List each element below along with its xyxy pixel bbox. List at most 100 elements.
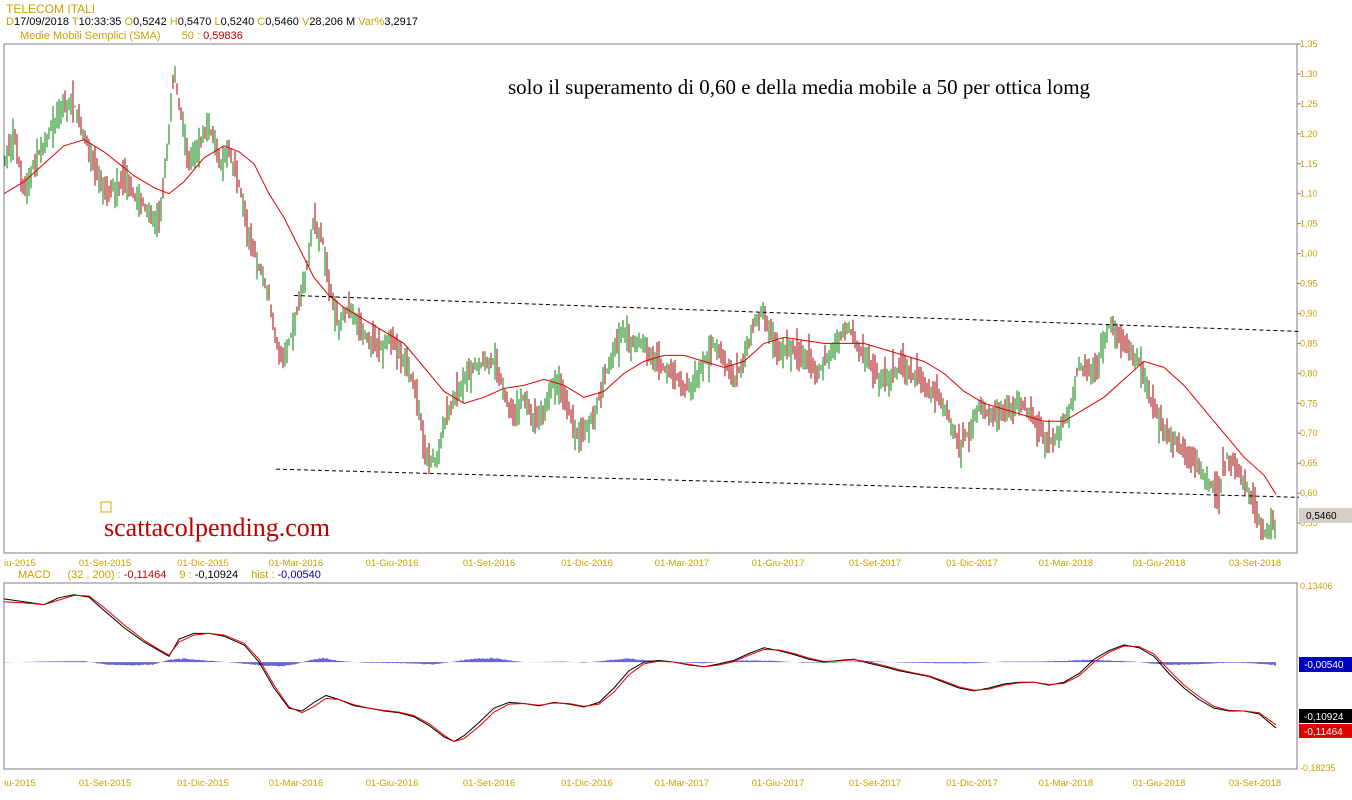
price-x-tick-label: 01-Mar-2016: [269, 558, 323, 569]
price-y-tick-label: 0,65: [1300, 458, 1318, 468]
macd-x-tick-label: 01-Set-2017: [849, 778, 901, 789]
trendline: [275, 468, 1300, 498]
price-y-tick-label: 1,35: [1300, 39, 1318, 49]
last-price-box: [1299, 508, 1352, 523]
symbol-title: TELECOM ITALI: [6, 2, 96, 16]
macd-x-tick-label: 01-Giu-2017: [752, 778, 805, 789]
hist-value-label: -0,00540: [1304, 660, 1344, 671]
price-y-tick-label: 0,60: [1300, 488, 1318, 498]
high-key: H: [169, 16, 178, 28]
macd-x-tick-label: 01-Mar-2016: [269, 778, 323, 789]
volume-key: V: [301, 16, 310, 28]
sma-line: [3, 139, 1277, 495]
macd-x-tick-label: 01-Set-2016: [463, 778, 515, 789]
macd-x-axis: iu-2015 01-Set-2015 01-Dic-2015 01-Mar-2016…: [4, 778, 1281, 789]
price-x-tick-label: 01-Set-2015: [79, 558, 131, 569]
price-y-tick-label: 1,00: [1300, 249, 1318, 259]
last-price-label: 0,5460: [1306, 511, 1337, 522]
price-x-tick-label: 01-Dic-2017: [946, 558, 998, 569]
hist-label: hist :: [251, 569, 275, 581]
macd-label: MACD: [18, 569, 51, 581]
time-key: T: [71, 16, 79, 28]
open-value: 0,5242: [133, 16, 167, 28]
macd-histogram: [4, 657, 1276, 667]
close-value: 0,5460: [265, 16, 299, 28]
price-y-tick-label: 0,75: [1300, 398, 1318, 408]
macd-x-tick-label: 01-Dic-2017: [946, 778, 998, 789]
price-x-tick-label: 01-Giu-2017: [752, 558, 805, 569]
price-y-tick-label: 0,90: [1300, 308, 1318, 318]
chart-annotation: solo il superamento di 0,60 e della medi…: [508, 75, 1091, 99]
signal-line: [3, 594, 1277, 743]
price-y-tick-label: 1,20: [1300, 129, 1318, 139]
price-x-tick-label: 01-Mar-2018: [1039, 558, 1093, 569]
macd-x-tick-label: 01-Giu-2018: [1133, 778, 1186, 789]
macd-lines: [3, 594, 1277, 743]
price-x-tick-label: 01-Set-2017: [849, 558, 901, 569]
trendlines: [275, 295, 1300, 498]
price-y-axis: 1,35 1,30 1,25 1,20 1,15 1,10 1,05 1,00 0,95 0,90…: [1297, 39, 1318, 528]
macd-y-axis: 0,13406 -0,18235: [1300, 581, 1336, 773]
ohlc-header: D17/09/2018 T10:33:35 O0,5242 H0,5470 L 0…: [6, 16, 418, 28]
price-x-tick-label: iu-2015: [4, 558, 36, 569]
macd-x-tick-label: 03-Set-2018: [1229, 778, 1281, 789]
macd-panel: [3, 582, 1298, 770]
price-y-tick-label: 1,15: [1300, 159, 1318, 169]
price-y-tick-label: 1,05: [1300, 219, 1318, 229]
price-x-tick-label: 01-Dic-2015: [177, 558, 229, 569]
var-value: 3,2917: [384, 16, 418, 28]
price-x-axis: iu-2015 01-Set-2015 01-Dic-2015 01-Mar-2016…: [4, 558, 1281, 569]
price-panel: [3, 43, 1298, 554]
price-y-tick-label: 0,70: [1300, 428, 1318, 438]
watermark-text: scattacolpending.com: [104, 513, 330, 542]
volume-value: 28,206 M: [309, 16, 356, 28]
macd-x-tick-label: iu-2015: [4, 778, 36, 789]
price-y-tick-label: 1,30: [1300, 69, 1318, 79]
price-x-tick-label: 01-Giu-2016: [366, 558, 419, 569]
macd-x-tick-label: 01-Giu-2016: [366, 778, 419, 789]
macd-params: (32 , 200) :: [67, 569, 121, 581]
sma-value: 0,59836: [203, 30, 243, 42]
close-key: C: [257, 16, 266, 28]
macd-value: -0,11464: [123, 569, 167, 581]
sma-series: [3, 139, 1277, 495]
sma-legend: Medie Mobili Semplici (SMA) 50 : 0,59836: [20, 30, 243, 42]
macd-x-tick-label: 01-Mar-2017: [655, 778, 709, 789]
hist-value: -0,00540: [277, 569, 321, 581]
signal-value-box: [1299, 709, 1352, 723]
hist-value-box: [1299, 657, 1352, 672]
price-y-tick-label: 0,85: [1300, 338, 1318, 348]
price-y-tick-label: 1,25: [1300, 99, 1318, 109]
time-value: 10:33:35: [78, 16, 122, 28]
macd-value-label: -0,11464: [1304, 727, 1343, 738]
macd-line: [3, 594, 1277, 743]
sma-label: Medie Mobili Semplici (SMA): [20, 30, 161, 42]
macd-y-tick-label: -0,18235: [1300, 763, 1336, 773]
macd-x-tick-label: 01-Set-2015: [79, 778, 131, 789]
macd-x-tick-label: 01-Mar-2018: [1039, 778, 1093, 789]
price-y-tick-label: 0,80: [1300, 368, 1318, 378]
low-key: L: [214, 16, 221, 28]
open-key: O: [124, 16, 134, 28]
price-y-tick-label: 1,10: [1300, 189, 1318, 199]
price-x-tick-label: 01-Set-2016: [463, 558, 515, 569]
price-x-tick-label: 01-Giu-2018: [1133, 558, 1186, 569]
macd-value-box: [1299, 724, 1352, 738]
macd-y-tick-label: 0,13406: [1300, 581, 1333, 591]
date-value: 17/09/2018: [13, 16, 70, 28]
date-key: D: [6, 16, 14, 28]
price-x-tick-label: 01-Dic-2016: [561, 558, 613, 569]
macd-x-tick-label: 01-Dic-2015: [177, 778, 229, 789]
price-x-tick-label: 03-Set-2018: [1229, 558, 1281, 569]
signal-value: -0,10924: [194, 569, 239, 581]
price-y-tick-label: 0,55: [1300, 518, 1318, 528]
watermark-square-icon: [100, 501, 112, 513]
price-y-tick-label: 0,95: [1300, 279, 1318, 289]
signal-value-label: -0,10924: [1304, 712, 1344, 723]
macd-legend: MACD (32 , 200) : -0,11464 9 : -0,10924 …: [18, 569, 321, 581]
sma-period: 50 :: [181, 30, 201, 42]
var-key: Var%: [358, 16, 385, 28]
price-x-tick-label: 01-Mar-2017: [655, 558, 709, 569]
high-value: 0,5470: [177, 16, 212, 28]
